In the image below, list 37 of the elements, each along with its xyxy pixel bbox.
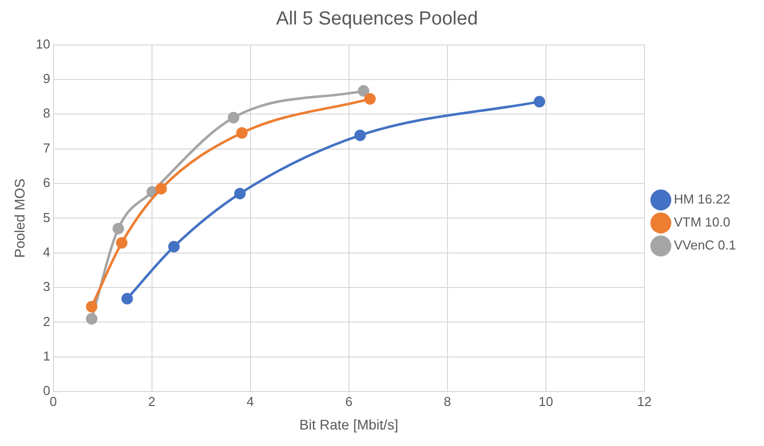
y-tick-label: 8: [43, 106, 50, 121]
point: [168, 240, 180, 252]
point: [534, 96, 546, 108]
point: [228, 112, 240, 124]
point: [358, 85, 370, 97]
x-tick-label: 10: [538, 394, 554, 409]
y-tick-label: 6: [43, 175, 50, 190]
x-tick-label: 4: [246, 394, 254, 409]
x-tick-label: 12: [637, 394, 652, 409]
point: [112, 222, 124, 234]
point: [155, 182, 167, 194]
y-axis-title: Pooled MOS: [11, 178, 28, 258]
point: [116, 237, 128, 249]
point: [86, 313, 98, 325]
y-tick-label: 2: [43, 314, 50, 329]
x-tick-label: 2: [148, 394, 156, 409]
x-axis-title: Bit Rate [Mbit/s]: [299, 416, 398, 432]
y-tick-label: 10: [36, 36, 50, 52]
point: [354, 130, 366, 142]
y-tick-label: 4: [43, 244, 50, 260]
x-tick-label: 8: [444, 394, 451, 409]
point: [234, 188, 246, 200]
y-tick-label: 3: [43, 279, 50, 294]
legend-label: VVenC 0.1: [674, 238, 736, 253]
chart-title: All 5 Sequences Pooled: [276, 8, 478, 30]
y-tick-label: 7: [43, 140, 50, 156]
x-tick-label: 6: [345, 394, 352, 409]
legend-label: HM 16.22: [674, 192, 730, 207]
y-tick-label: 9: [43, 71, 50, 86]
point: [364, 93, 376, 105]
y-tick-label: 5: [43, 210, 50, 225]
y-tick-label: 1: [43, 348, 50, 364]
y-tick-label: 0: [43, 383, 50, 398]
point: [121, 292, 133, 304]
point: [236, 127, 248, 139]
point: [86, 300, 98, 312]
legend-label: VTM 10.0: [674, 214, 730, 230]
